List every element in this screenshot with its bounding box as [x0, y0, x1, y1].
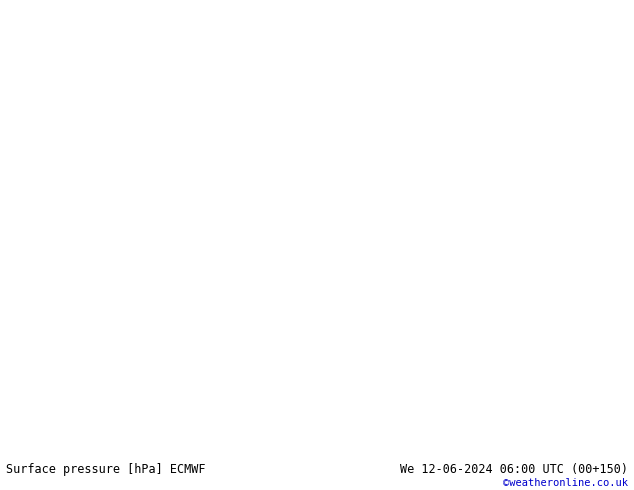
Text: Surface pressure [hPa] ECMWF: Surface pressure [hPa] ECMWF	[6, 463, 206, 476]
Text: ©weatheronline.co.uk: ©weatheronline.co.uk	[503, 478, 628, 488]
Text: We 12-06-2024 06:00 UTC (00+150): We 12-06-2024 06:00 UTC (00+150)	[399, 463, 628, 476]
